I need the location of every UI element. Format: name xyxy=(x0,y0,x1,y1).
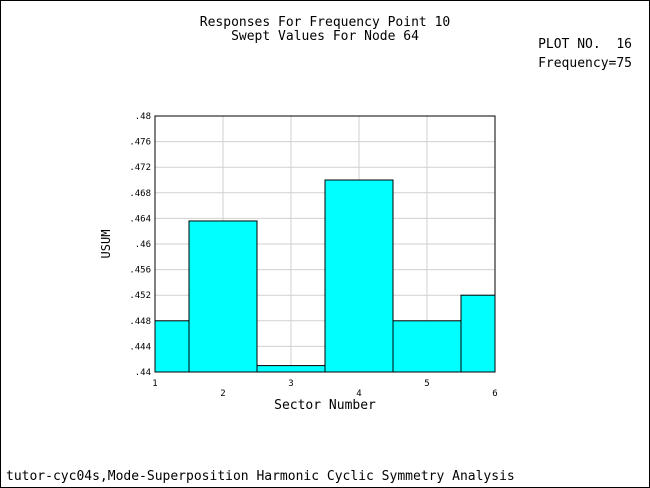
bars xyxy=(154,179,496,373)
y-tick-label: .48 xyxy=(135,112,151,122)
x-tick-label: 2 xyxy=(220,389,225,399)
x-tick-label: 1 xyxy=(152,379,157,389)
bar-sector-2 xyxy=(188,220,258,373)
y-tick-label: .444 xyxy=(129,342,151,352)
bar-sector-1 xyxy=(154,320,190,373)
y-tick-label: .468 xyxy=(129,189,151,199)
x-tick-label: 3 xyxy=(288,379,293,389)
bar-sector-3 xyxy=(256,365,326,373)
y-axis-label: USUM xyxy=(99,230,113,259)
y-tick-label: .44 xyxy=(135,368,151,378)
frequency-label: Frequency=75 xyxy=(538,56,632,71)
bar-sector-6 xyxy=(460,294,496,373)
x-tick-label: 5 xyxy=(424,379,429,389)
x-tick-label: 4 xyxy=(356,389,361,399)
chart-title-line-2: Swept Values For Node 64 xyxy=(231,29,419,44)
y-tick-label: .456 xyxy=(129,266,151,276)
analysis-caption: tutor-cyc04s,Mode-Superposition Harmonic… xyxy=(6,469,515,484)
y-tick-label: .448 xyxy=(129,317,151,327)
x-axis-label: Sector Number xyxy=(274,398,376,413)
plot-number-label: PLOT NO. 16 xyxy=(538,37,632,52)
y-tick-label: .452 xyxy=(129,291,151,301)
axis-ticks: .44 .444 .448 .452 .456 .46 .464 .468 .472 .476 .4… xyxy=(129,112,497,399)
plot-area-border xyxy=(154,115,496,373)
bar-sector-4 xyxy=(324,179,394,373)
bar-sector-5 xyxy=(392,320,462,373)
y-tick-label: .472 xyxy=(129,163,151,173)
y-tick-label: .464 xyxy=(129,214,151,224)
chart-title-line-1: Responses For Frequency Point 10 xyxy=(199,15,451,30)
x-tick-label: 6 xyxy=(492,389,497,399)
y-tick-label: .46 xyxy=(135,240,151,250)
y-tick-label: .476 xyxy=(129,138,151,148)
